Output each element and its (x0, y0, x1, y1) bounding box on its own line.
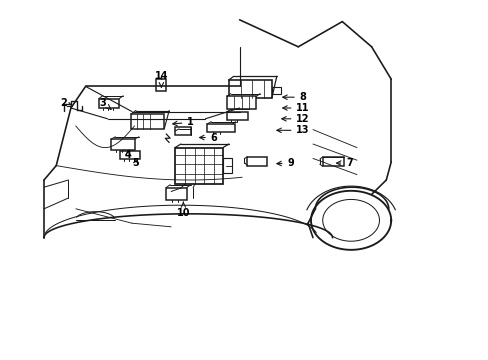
Text: 9: 9 (276, 158, 294, 168)
Text: 8: 8 (282, 92, 306, 102)
Text: 7: 7 (336, 158, 352, 168)
Text: 13: 13 (276, 125, 309, 135)
Text: 14: 14 (154, 71, 168, 87)
Text: 5: 5 (132, 158, 139, 168)
Bar (322, 157, 344, 166)
Bar (207, 124, 234, 132)
Bar (226, 96, 256, 109)
Text: 6: 6 (199, 132, 217, 143)
Bar (166, 188, 186, 200)
Bar (271, 87, 280, 94)
Text: 12: 12 (281, 114, 309, 124)
Bar (131, 114, 164, 129)
Text: 1: 1 (172, 117, 194, 127)
Bar (99, 99, 119, 108)
Bar (111, 139, 135, 150)
Bar (175, 127, 190, 135)
Bar (120, 151, 140, 159)
Text: 11: 11 (282, 103, 309, 113)
Text: 3: 3 (99, 98, 111, 109)
Bar (226, 112, 248, 120)
Bar (155, 79, 166, 91)
Bar (223, 158, 231, 173)
Bar (228, 80, 271, 98)
Bar (175, 148, 223, 184)
Bar (247, 157, 266, 166)
Text: 2: 2 (60, 98, 72, 108)
Text: 10: 10 (176, 202, 190, 218)
Text: 4: 4 (124, 150, 131, 160)
